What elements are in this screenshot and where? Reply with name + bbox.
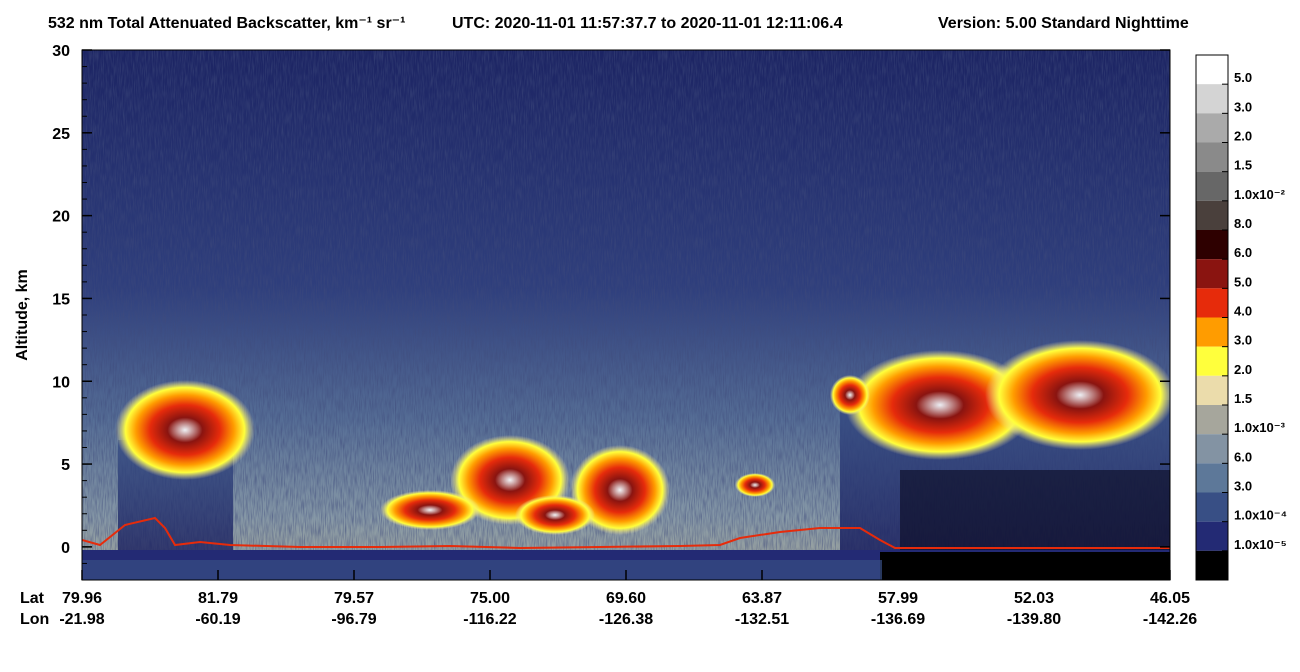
- lat-label: 46.05: [1150, 590, 1190, 607]
- colorbar-swatch: [1196, 346, 1228, 376]
- lat-label: 57.99: [878, 590, 918, 607]
- colorbar-label: 1.0x10⁻⁴: [1234, 508, 1287, 523]
- lat-label: 63.87: [742, 590, 782, 607]
- colorbar-label: 1.0x10⁻²: [1234, 187, 1286, 202]
- y-tick-label: 20: [52, 209, 70, 226]
- lat-label: 69.60: [606, 590, 646, 607]
- colorbar-label: 3.0: [1234, 479, 1252, 494]
- colorbar-label: 4.0: [1234, 304, 1252, 319]
- lon-label: -132.51: [735, 611, 789, 628]
- colorbar-label: 6.0: [1234, 449, 1252, 464]
- colorbar-swatch: [1196, 288, 1228, 318]
- colorbar-label: 1.0x10⁻⁵: [1234, 537, 1287, 552]
- backscatter-curtain: [82, 50, 1170, 580]
- colorbar-swatch: [1196, 434, 1228, 464]
- lon-label: -116.22: [463, 611, 516, 628]
- lat-label: 75.00: [470, 590, 510, 607]
- colorbar-swatch: [1196, 84, 1228, 114]
- colorbar-swatch: [1196, 521, 1228, 551]
- colorbar-label: 5.0: [1234, 274, 1252, 289]
- colorbar-swatch: [1196, 405, 1228, 435]
- lon-label: -142.26: [1143, 611, 1197, 628]
- lat-label: 52.03: [1014, 590, 1054, 607]
- colorbar-label: 8.0: [1234, 216, 1252, 231]
- chart-title: 532 nm Total Attenuated Backscatter, km⁻…: [48, 15, 405, 32]
- y-tick-label: 5: [61, 457, 70, 474]
- y-axis-label: Altitude, km: [14, 269, 31, 361]
- colorbar-swatch: [1196, 317, 1228, 347]
- colorbar-swatch: [1196, 113, 1228, 143]
- lon-label: -136.69: [871, 611, 925, 628]
- colorbar-label: 1.0x10⁻³: [1234, 420, 1286, 435]
- chart-subtitle: UTC: 2020-11-01 11:57:37.7 to 2020-11-01…: [452, 15, 843, 32]
- lon-label: -60.19: [195, 611, 240, 628]
- colorbar-swatch: [1196, 375, 1228, 405]
- colorbar-swatch: [1196, 55, 1228, 85]
- colorbar-label: 5.0: [1234, 70, 1252, 85]
- colorbar-label: 3.0: [1234, 333, 1252, 348]
- lat-label: 79.57: [334, 590, 374, 607]
- colorbar-label: 2.0: [1234, 129, 1252, 144]
- x-row-label: Lat: [20, 590, 45, 607]
- x-row-label: Lon: [20, 611, 49, 628]
- colorbar-label: 6.0: [1234, 245, 1252, 260]
- colorbar-swatch: [1196, 200, 1228, 230]
- y-tick-label: 25: [52, 126, 70, 143]
- colorbar-swatch: [1196, 463, 1228, 493]
- colorbar-swatch: [1196, 259, 1228, 289]
- version-label: Version: 5.00 Standard Nighttime: [938, 15, 1189, 32]
- lat-label: 81.79: [198, 590, 238, 607]
- colorbar-label: 1.5: [1234, 391, 1252, 406]
- colorbar-swatch: [1196, 230, 1228, 260]
- colorbar-label: 2.0: [1234, 362, 1252, 377]
- lon-label: -21.98: [59, 611, 104, 628]
- y-tick-label: 10: [52, 374, 70, 391]
- colorbar-swatch: [1196, 171, 1228, 201]
- y-tick-label: 15: [52, 291, 70, 308]
- colorbar-swatch: [1196, 492, 1228, 522]
- lon-label: -96.79: [331, 611, 376, 628]
- lon-label: -126.38: [599, 611, 653, 628]
- y-tick-label: 30: [52, 43, 70, 60]
- colorbar-label: 1.5: [1234, 158, 1252, 173]
- colorbar-swatch: [1196, 550, 1228, 580]
- lat-label: 79.96: [62, 590, 102, 607]
- colorbar-swatch: [1196, 142, 1228, 172]
- y-tick-label: 0: [61, 540, 70, 557]
- colorbar-label: 3.0: [1234, 99, 1252, 114]
- lon-label: -139.80: [1007, 611, 1061, 628]
